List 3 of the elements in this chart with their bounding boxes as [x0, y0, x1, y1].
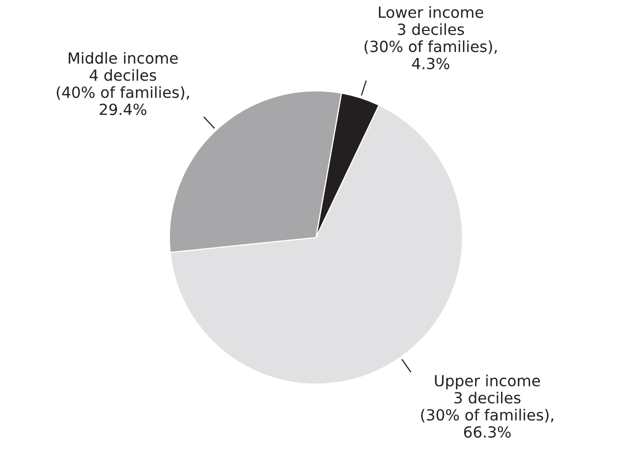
slice-label: Middle income 4 deciles (40% of families), 29.4% — [56, 52, 189, 116]
slice-label: Upper income 3 deciles (30% of families), 66.3% — [421, 374, 554, 438]
slice-label: Lower income 3 deciles (30% of families), 4.3% — [364, 6, 497, 70]
